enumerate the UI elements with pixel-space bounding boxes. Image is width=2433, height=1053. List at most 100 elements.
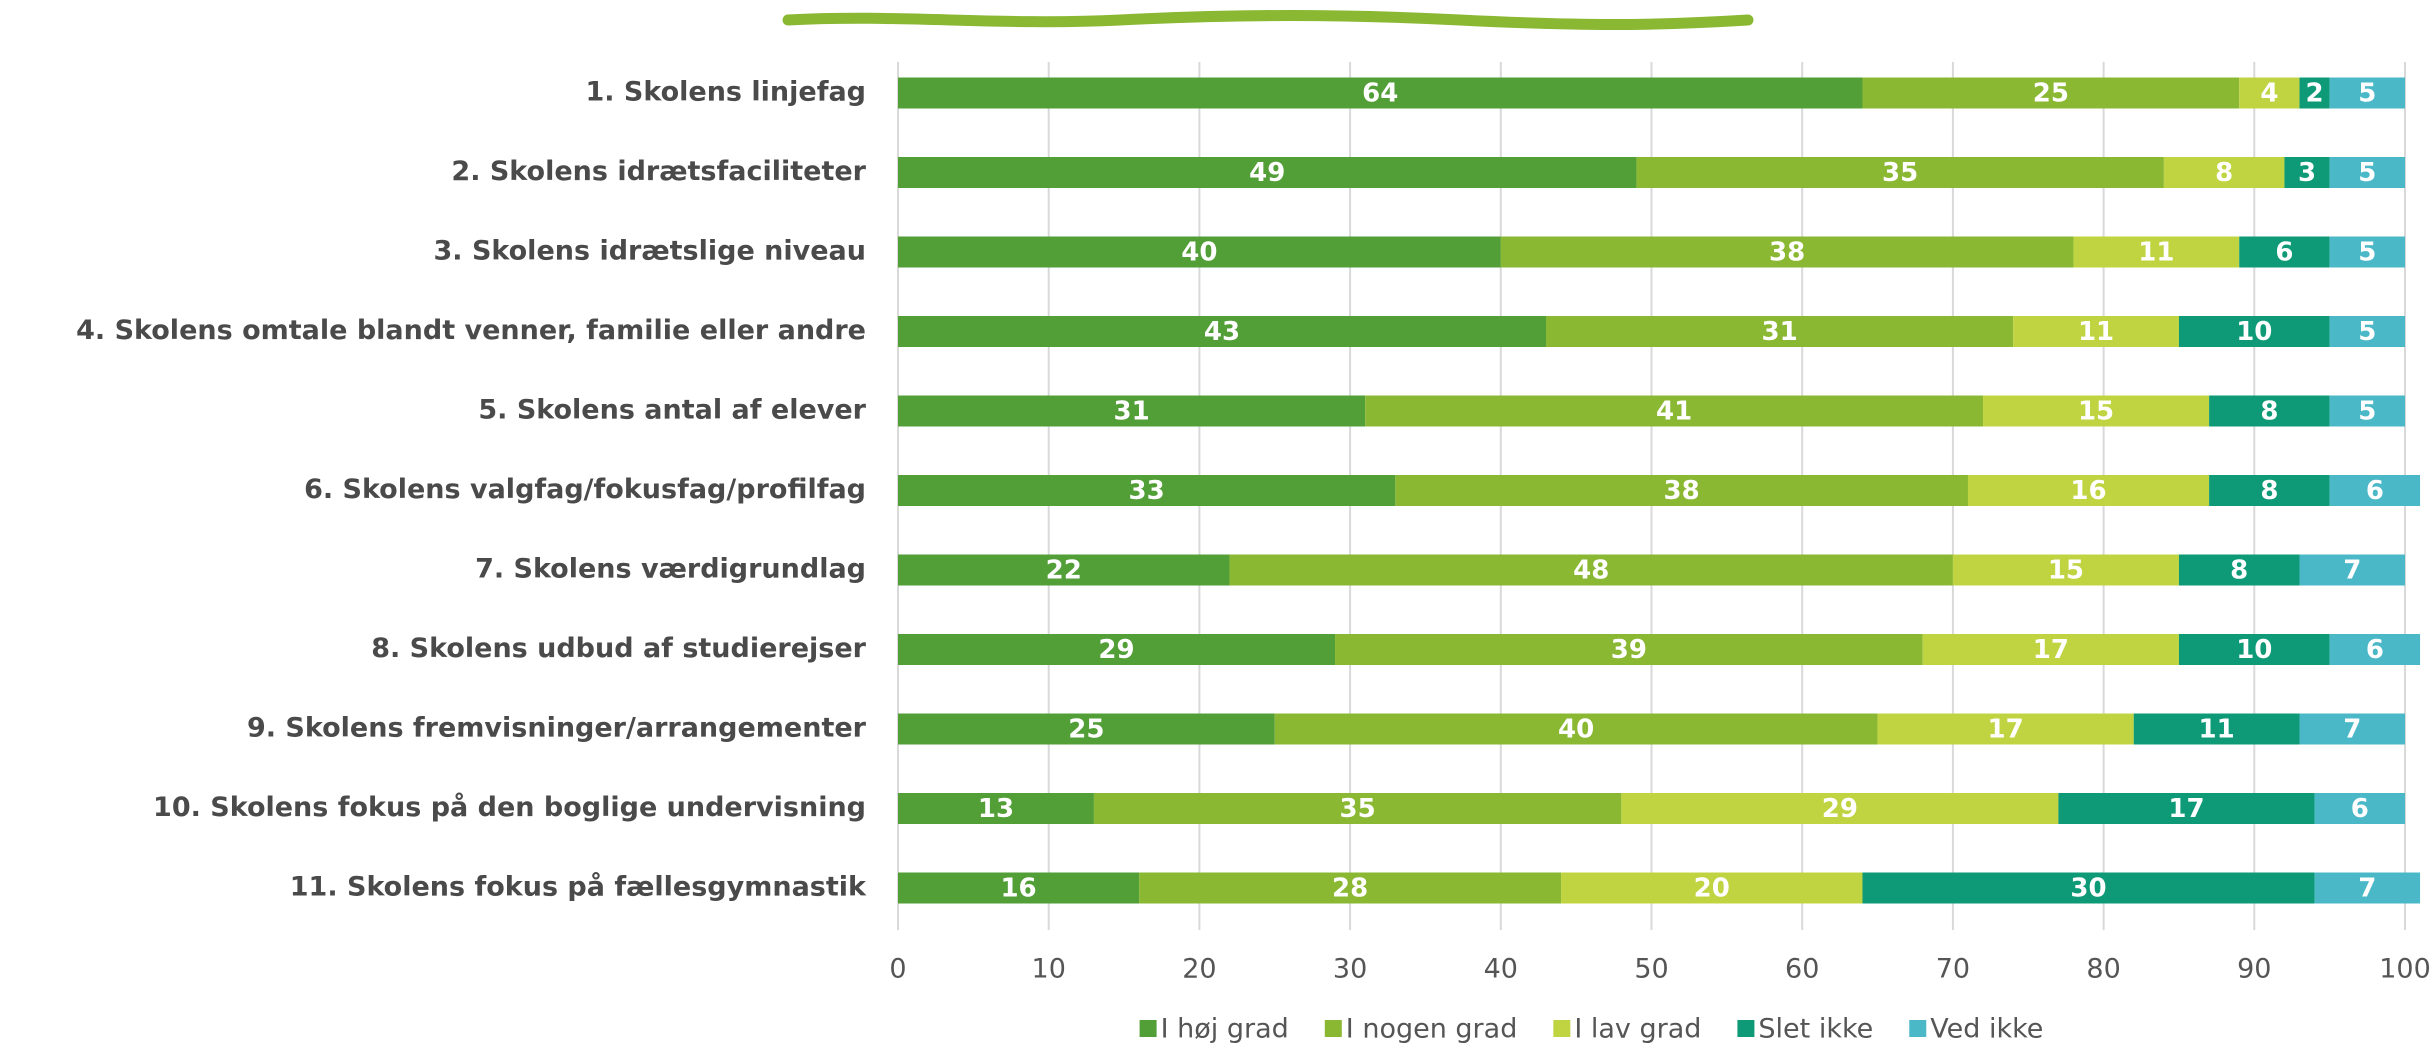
data-label: 35 — [1882, 158, 1918, 188]
data-label: 13 — [978, 794, 1014, 824]
data-label: 43 — [1204, 317, 1240, 347]
data-label: 29 — [1822, 794, 1858, 824]
data-label: 8 — [2260, 397, 2278, 427]
data-label: 7 — [2358, 874, 2376, 904]
data-label: 5 — [2358, 158, 2376, 188]
bar-segment — [898, 77, 1863, 109]
data-label: 15 — [2078, 397, 2114, 427]
bar-segment — [2209, 395, 2330, 427]
bar-segment — [2329, 236, 2405, 268]
data-label: 17 — [2168, 794, 2204, 824]
legend-swatch — [1139, 1020, 1157, 1037]
y-tick-label: 1. Skolens linjefag — [585, 77, 866, 108]
data-label: 20 — [1694, 874, 1730, 904]
bar-segment — [2329, 634, 2421, 665]
bar-segment — [1922, 634, 2179, 665]
x-tick-label: 50 — [1634, 954, 1668, 985]
data-label: 6 — [2366, 635, 2384, 665]
bar-segment — [2178, 316, 2330, 347]
legend-swatch — [1737, 1020, 1755, 1037]
data-label: 38 — [1769, 238, 1805, 268]
bar-segment — [2314, 872, 2421, 904]
bar-segment — [2013, 316, 2179, 347]
decoration — [782, 10, 1754, 30]
data-label: 31 — [1762, 317, 1798, 347]
bar-segment — [2239, 77, 2300, 109]
bar-segment — [1500, 236, 2074, 268]
bar-segment — [1365, 395, 1984, 427]
bar-segment — [1983, 395, 2210, 427]
y-tick-label: 8. Skolens udbud af studierejser — [371, 633, 866, 664]
data-label: 49 — [1249, 158, 1285, 188]
bar-segment — [1621, 793, 2059, 824]
data-label: 6 — [2275, 238, 2293, 268]
data-label: 6 — [2351, 794, 2369, 824]
bar-segment — [2284, 157, 2330, 188]
y-tick-label: 9. Skolens fremvisninger/arrangementer — [247, 713, 867, 744]
bar-segment — [898, 157, 1637, 188]
legend-swatch — [1553, 1020, 1571, 1037]
y-tick-label: 11. Skolens fokus på fællesgymnastik — [290, 871, 867, 903]
bar-segment — [1395, 475, 1968, 506]
data-label: 6 — [2366, 476, 2384, 506]
data-label: 2 — [2306, 79, 2324, 109]
bar-segment — [1274, 713, 1878, 745]
bar-segment — [2178, 554, 2300, 586]
bar-segment — [2329, 157, 2405, 188]
x-tick-label: 40 — [1484, 954, 1518, 985]
data-label: 8 — [2260, 476, 2278, 506]
bar-segment — [2209, 475, 2330, 506]
data-label: 7 — [2343, 715, 2361, 745]
x-tick-label: 70 — [1936, 954, 1970, 985]
legend-label: I lav grad — [1574, 1014, 1701, 1045]
bar-segment — [898, 554, 1230, 586]
data-label: 16 — [2070, 476, 2106, 506]
bar-segment — [2239, 236, 2330, 268]
data-label: 35 — [1340, 794, 1376, 824]
data-label: 28 — [1332, 874, 1368, 904]
bar-segment — [898, 475, 1396, 506]
data-label: 10 — [2236, 317, 2272, 347]
legend-label: I høj grad — [1161, 1014, 1289, 1045]
legend-label: I nogen grad — [1346, 1014, 1518, 1045]
x-tick-label: 20 — [1182, 954, 1216, 985]
bar-segment — [2329, 77, 2405, 109]
data-label: 11 — [2078, 317, 2114, 347]
y-tick-label: 4. Skolens omtale blandt venner, familie… — [76, 315, 866, 346]
legend-swatch — [1324, 1020, 1342, 1037]
data-label: 40 — [1558, 715, 1594, 745]
data-label: 15 — [2048, 556, 2084, 586]
y-tick-label: 5. Skolens antal af elever — [478, 395, 866, 426]
data-label: 8 — [2230, 556, 2248, 586]
bar-segment — [2163, 157, 2285, 188]
x-tick-label: 10 — [1032, 954, 1066, 985]
data-label: 5 — [2358, 397, 2376, 427]
data-label: 39 — [1611, 635, 1647, 665]
y-tick-label: 10. Skolens fokus på den boglige undervi… — [153, 791, 866, 823]
bar-segment — [2299, 77, 2330, 109]
bar-segment — [2178, 634, 2330, 665]
data-label: 8 — [2215, 158, 2233, 188]
bar-segment — [1952, 554, 2179, 586]
y-tick-label: 2. Skolens idrætsfaciliteter — [451, 156, 866, 187]
y-tick-label: 3. Skolens idrætslige niveau — [434, 236, 866, 267]
data-label: 64 — [1362, 79, 1398, 109]
bar-segment — [1967, 475, 2210, 506]
bar-segment — [1093, 793, 1622, 824]
x-tick-label: 0 — [889, 954, 906, 985]
bar-segment — [898, 236, 1501, 268]
bar-segment — [898, 872, 1140, 904]
data-label: 10 — [2236, 635, 2272, 665]
bar-segment — [2329, 395, 2405, 427]
legend-swatch — [1909, 1020, 1927, 1037]
data-label: 40 — [1181, 238, 1217, 268]
data-label: 25 — [2033, 79, 2069, 109]
data-label: 11 — [2199, 715, 2235, 745]
data-label: 4 — [2260, 79, 2278, 109]
bar-segment — [1636, 157, 2164, 188]
bar-segment — [898, 793, 1094, 824]
bar-segment — [1561, 872, 1863, 904]
bar-segment — [2314, 793, 2405, 824]
x-tick-label: 30 — [1333, 954, 1367, 985]
data-label: 17 — [2033, 635, 2069, 665]
